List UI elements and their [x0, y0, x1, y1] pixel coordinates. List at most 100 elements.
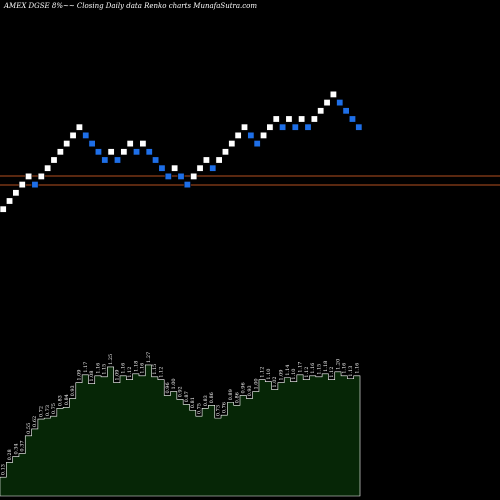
value-label: 1.17	[83, 362, 89, 373]
brick-down	[291, 123, 299, 131]
value-label: 1.12	[127, 367, 133, 378]
value-label: 1.16	[121, 363, 127, 374]
brick-up	[329, 90, 337, 98]
value-label: 0.73	[45, 405, 51, 416]
value-label: 1.09	[279, 370, 285, 381]
value-label: 1.12	[329, 367, 335, 378]
brick-down	[304, 123, 312, 131]
value-label: 1.15	[316, 364, 322, 375]
value-label: 1.13	[348, 366, 354, 377]
brick-down	[253, 140, 261, 148]
value-label: 0.73	[215, 405, 221, 416]
brick-up	[272, 115, 280, 123]
value-label: 0.92	[178, 386, 184, 397]
brick-up	[126, 140, 134, 148]
brick-up	[215, 156, 223, 164]
brick-up	[0, 205, 7, 213]
value-label: 1.18	[133, 361, 139, 372]
value-label: 1.20	[335, 359, 341, 370]
value-label: 1.14	[285, 365, 291, 376]
value-label: 1.12	[304, 367, 310, 378]
brick-up	[50, 156, 58, 164]
brick-up	[317, 107, 325, 115]
value-label: 1.16	[95, 363, 101, 374]
brick-up	[107, 148, 115, 156]
brick-down	[279, 123, 287, 131]
value-label: 1.12	[260, 367, 266, 378]
brick-up	[12, 189, 20, 197]
brick-down	[164, 172, 172, 180]
value-label: 1.02	[272, 376, 278, 387]
value-label: 1.09	[76, 370, 82, 381]
brick-down	[114, 156, 122, 164]
value-label: 0.84	[64, 394, 70, 405]
brick-up	[285, 115, 293, 123]
brick-up	[196, 164, 204, 172]
brick-down	[348, 115, 356, 123]
value-label: 0.93	[247, 385, 253, 396]
value-label: 1.15	[152, 364, 158, 375]
brick-up	[266, 123, 274, 131]
value-label: 0.37	[20, 440, 26, 451]
brick-up	[323, 99, 331, 107]
brick-up	[37, 172, 45, 180]
brick-down	[342, 107, 350, 115]
volume-area	[0, 364, 361, 497]
reference-lines	[0, 175, 500, 186]
renko-bricks	[0, 90, 363, 213]
brick-down	[133, 148, 141, 156]
value-label: 0.34	[13, 443, 19, 454]
value-label: 1.10	[291, 369, 297, 380]
volume-panel: 0.130.280.34 0.370.550.620.72 0.73 0.750.83…	[0, 352, 361, 497]
value-label: 0.28	[7, 449, 13, 460]
value-label: 1.00	[171, 378, 177, 389]
brick-up	[56, 148, 64, 156]
value-label: 1.08	[89, 371, 95, 382]
value-label: 0.93	[70, 385, 76, 396]
brick-down	[336, 99, 344, 107]
value-label: 0.62	[32, 416, 38, 427]
value-label: 0.81	[190, 397, 196, 408]
value-label: 1.16	[140, 363, 146, 374]
value-label: 1.18	[323, 361, 329, 372]
value-label: 0.96	[165, 382, 171, 393]
value-label: 1.16	[310, 363, 316, 374]
brick-up	[139, 140, 147, 148]
value-label: 0.96	[241, 382, 247, 393]
brick-down	[209, 164, 217, 172]
value-label: 1.00	[253, 378, 259, 389]
brick-up	[25, 172, 33, 180]
value-label: 1.10	[266, 369, 272, 380]
value-label: 0.83	[203, 395, 209, 406]
brick-down	[355, 123, 363, 131]
value-label: 1.25	[108, 354, 114, 365]
brick-up	[44, 164, 52, 172]
brick-down	[31, 181, 39, 189]
chart-title: AMEX DGSE 8%~~ Closing Daily data Renko …	[3, 2, 257, 10]
value-label: 1.16	[342, 363, 348, 374]
value-label: 1.12	[159, 367, 165, 378]
brick-down	[94, 148, 102, 156]
value-label: 0.86	[234, 392, 240, 403]
brick-up	[75, 123, 83, 131]
brick-up	[234, 131, 242, 139]
brick-up	[241, 123, 249, 131]
brick-up	[69, 131, 77, 139]
brick-up	[221, 148, 229, 156]
value-label: 0.83	[58, 395, 64, 406]
brick-up	[310, 115, 318, 123]
value-label: 0.87	[184, 391, 190, 402]
value-label: 0.76	[222, 402, 228, 413]
brick-up	[63, 140, 71, 148]
value-label: 0.75	[51, 403, 57, 414]
value-label: 0.86	[209, 392, 215, 403]
value-label: 1.09	[114, 370, 120, 381]
value-label: 1.15	[102, 364, 108, 375]
brick-down	[88, 140, 96, 148]
brick-up	[171, 164, 179, 172]
brick-up	[228, 140, 236, 148]
brick-up	[260, 131, 268, 139]
value-label: 0.55	[26, 423, 32, 434]
brick-down	[101, 156, 109, 164]
